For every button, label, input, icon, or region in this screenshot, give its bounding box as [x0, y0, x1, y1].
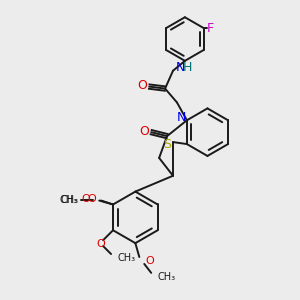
Text: CH₃: CH₃: [157, 272, 175, 282]
Text: CH₃: CH₃: [60, 194, 79, 205]
Text: CH₃: CH₃: [117, 253, 135, 263]
Text: O: O: [139, 125, 149, 138]
Text: H: H: [183, 61, 192, 74]
Text: O: O: [88, 194, 96, 203]
Text: N: N: [176, 61, 185, 74]
Text: O: O: [97, 239, 106, 249]
Text: S: S: [163, 138, 171, 151]
Text: O: O: [137, 79, 147, 92]
Text: CH₃: CH₃: [59, 194, 77, 205]
Text: O: O: [145, 256, 154, 266]
Text: O: O: [81, 194, 90, 203]
Text: F: F: [207, 22, 214, 34]
Text: N: N: [177, 111, 187, 124]
